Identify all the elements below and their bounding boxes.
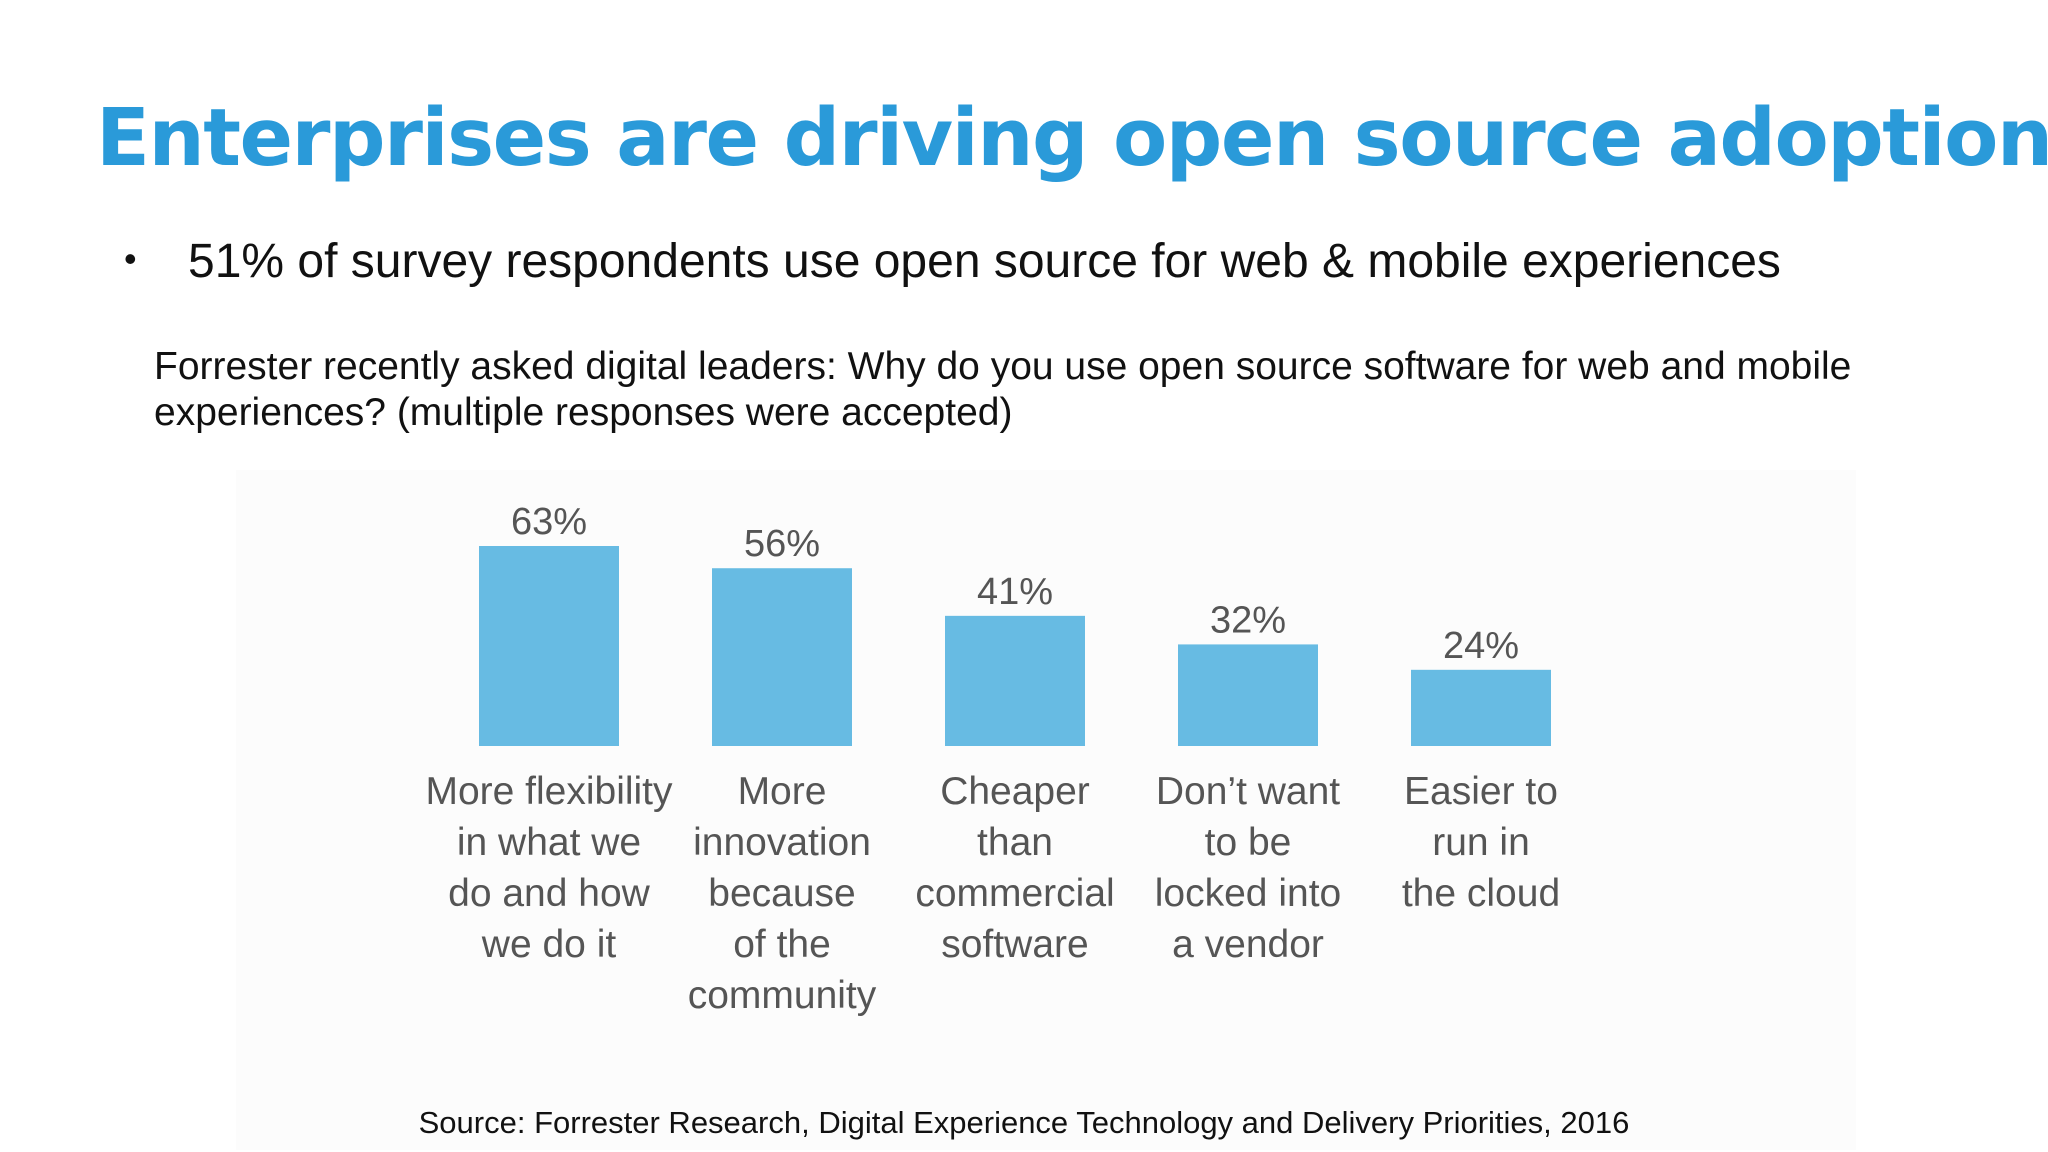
data-label-5: 24% <box>1443 625 1519 667</box>
data-label-1: 63% <box>511 501 587 543</box>
bullet-text: 51% of survey respondents use open sourc… <box>188 235 1781 288</box>
category-label-1: More flexibility in what we do and how we d… <box>425 770 673 966</box>
bar-chart: 63% More flexibility in what we do and how w… <box>425 501 1560 1017</box>
category-label-2: More innovation because of the community <box>688 770 877 1017</box>
category-label-3: Cheaper than commercial software <box>915 770 1114 966</box>
bar-4 <box>1178 644 1318 746</box>
data-label-3: 41% <box>977 571 1053 613</box>
chart-panel: 63% More flexibility in what we do and how w… <box>236 470 1856 1150</box>
source-citation: Source: Forrester Research, Digital Expe… <box>418 1105 1630 1140</box>
slide-title: Enterprises are driving open source adop… <box>96 92 2048 184</box>
survey-question: Forrester recently asked digital leaders… <box>154 345 1852 434</box>
bar-2 <box>712 568 852 746</box>
data-label-4: 32% <box>1210 599 1286 641</box>
data-label-2: 56% <box>744 523 820 565</box>
bar-3 <box>945 615 1085 746</box>
bullet-point: • 51% of survey respondents use open sour… <box>124 234 1781 289</box>
bullet-icon: • <box>124 238 137 279</box>
category-label-5: Easier to run in the cloud <box>1402 770 1560 915</box>
category-label-4: Don’t want to be locked into a vendor <box>1155 770 1341 966</box>
bar-5 <box>1411 669 1551 746</box>
bar-1 <box>479 546 619 746</box>
